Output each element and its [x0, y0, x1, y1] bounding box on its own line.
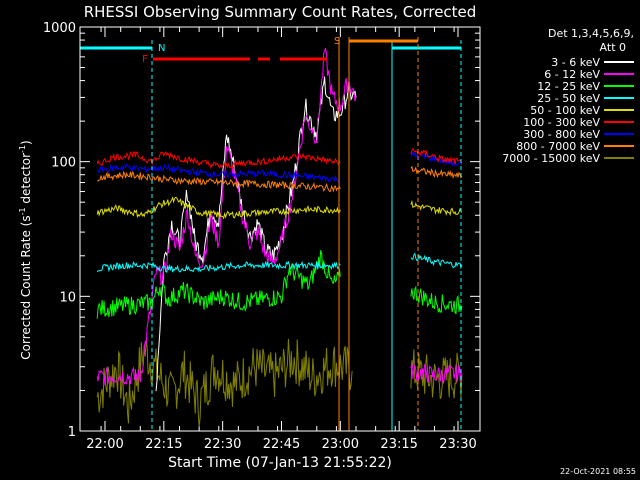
y-axis-label: Corrected Count Rate (s-1 detector-1) [18, 140, 33, 359]
series-line-3 [410, 252, 463, 270]
series-line-6 [96, 162, 341, 184]
legend-label: 3 - 6 keV [551, 56, 600, 69]
series-line-7 [97, 170, 341, 193]
legend-label: 50 - 100 keV [530, 104, 600, 117]
series-line-4 [96, 196, 341, 220]
y-tick-label: 100 [51, 156, 76, 171]
series-line-7 [410, 165, 463, 180]
chart-title: RHESSI Observing Summary Count Rates, Co… [84, 3, 477, 21]
flare-flag-label: F [142, 54, 148, 65]
axis-ticks: 22:00 22:15 22:30 22:45 23:00 23:15 23:30 1 10 10… [43, 21, 480, 452]
plot-frame [79, 26, 481, 432]
x-tick-label: 23:30 [439, 437, 476, 452]
legend-label: 12 - 25 keV [537, 80, 600, 93]
night-flag-label: N [158, 43, 165, 54]
series-line-8 [410, 349, 463, 399]
series-line-1 [96, 47, 357, 386]
legend-label: 25 - 50 keV [537, 92, 600, 105]
x-tick-label: 23:15 [380, 437, 417, 452]
series-line-3 [96, 260, 341, 273]
x-tick-label: 23:00 [322, 437, 359, 452]
x-tick-label: 22:00 [86, 437, 123, 452]
y-tick-label: 10 [59, 290, 76, 305]
x-tick-label: 22:15 [145, 437, 182, 452]
legend-label: 100 - 300 keV [523, 116, 600, 129]
legend-label: 7000 - 15000 keV [502, 152, 600, 165]
legend-header-line-1: Det 1,3,4,5,6,9, [548, 27, 634, 40]
series-line-2 [410, 285, 463, 315]
series-line-8 [96, 338, 353, 427]
series-line-5 [96, 150, 341, 170]
legend-label: 300 - 800 keV [523, 128, 600, 141]
y-tick-label: 1000 [43, 21, 76, 36]
y-tick-label: 1 [68, 425, 76, 440]
series-line-2 [96, 250, 341, 319]
legend-label: 6 - 12 keV [544, 68, 600, 81]
footer-date: 22-Oct-2021 08:55 [560, 467, 636, 476]
flag-bars-layer: NF S [80, 36, 462, 431]
series-line-4 [410, 199, 463, 217]
x-tick-label: 22:30 [204, 437, 241, 452]
series-line-5 [410, 147, 463, 165]
data-series-layer [96, 47, 463, 427]
saa-flag-label: S [334, 36, 340, 47]
legend-header-line-2: Att 0 [600, 41, 626, 54]
legend-label: 800 - 7000 keV [516, 140, 600, 153]
series-line-1 [410, 362, 463, 384]
x-axis-label: Start Time (07-Jan-13 21:55:22) [168, 455, 392, 471]
x-tick-label: 22:45 [263, 437, 300, 452]
